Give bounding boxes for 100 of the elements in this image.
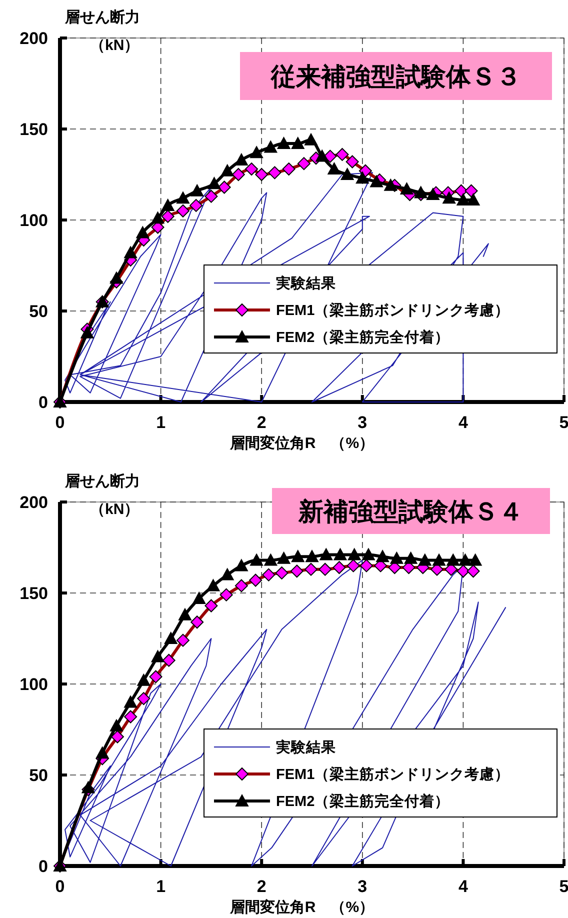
point bbox=[220, 588, 233, 602]
point bbox=[426, 188, 440, 200]
x-axis-title: 層間変位角R （%） bbox=[228, 898, 374, 916]
point bbox=[255, 168, 268, 181]
point bbox=[151, 212, 164, 224]
point bbox=[190, 184, 204, 196]
point bbox=[245, 162, 258, 176]
point bbox=[340, 168, 354, 180]
x-tick-label: 0 bbox=[55, 413, 65, 432]
point bbox=[176, 192, 190, 204]
y-tick-label: 200 bbox=[20, 28, 48, 48]
point bbox=[418, 554, 432, 566]
point bbox=[291, 137, 304, 150]
point bbox=[468, 554, 482, 566]
legend-label: 実験結果 bbox=[275, 738, 337, 756]
x-tick-label: 5 bbox=[559, 413, 568, 432]
x-tick-label: 5 bbox=[559, 877, 568, 896]
legend-label: FEM1（梁主筋ボンドリンク考慮） bbox=[276, 765, 510, 784]
point bbox=[414, 186, 428, 198]
point bbox=[161, 198, 174, 211]
chart-title: 新補強型試験体Ｓ４ bbox=[298, 498, 524, 526]
point bbox=[234, 579, 248, 592]
point bbox=[249, 574, 262, 587]
y-axis-title: 層せん断力（kN） bbox=[64, 9, 140, 54]
x-tick-label: 1 bbox=[156, 877, 166, 896]
point bbox=[220, 164, 234, 176]
point bbox=[262, 568, 276, 582]
legend-label: FEM1（梁主筋ボンドリンク考慮） bbox=[276, 301, 510, 320]
text: 従来補強型試験体Ｓ３ bbox=[270, 63, 521, 91]
point bbox=[400, 182, 414, 195]
point bbox=[220, 568, 234, 580]
point bbox=[454, 184, 468, 198]
point bbox=[360, 559, 373, 572]
point bbox=[208, 177, 221, 190]
point bbox=[346, 155, 359, 168]
point bbox=[384, 178, 398, 191]
point bbox=[218, 180, 231, 194]
point bbox=[376, 550, 390, 562]
y-axis-title: 層せん断力（kN） bbox=[64, 473, 140, 518]
point bbox=[318, 562, 332, 576]
point bbox=[275, 566, 288, 580]
point bbox=[137, 692, 150, 706]
point bbox=[334, 548, 347, 560]
point bbox=[404, 552, 418, 564]
point bbox=[328, 162, 341, 175]
y-tick-label: 150 bbox=[20, 120, 48, 139]
point bbox=[234, 153, 248, 166]
point bbox=[110, 272, 123, 284]
point bbox=[206, 579, 220, 592]
point bbox=[176, 634, 190, 647]
point bbox=[277, 137, 290, 150]
point bbox=[137, 674, 150, 686]
point bbox=[348, 548, 361, 560]
point bbox=[297, 157, 310, 170]
point bbox=[110, 730, 124, 744]
x-tick-label: 2 bbox=[256, 877, 266, 896]
point bbox=[149, 670, 162, 684]
y-tick-label: 100 bbox=[20, 210, 48, 230]
point bbox=[190, 616, 204, 629]
legend-label: FEM2（梁主筋完全付着） bbox=[276, 328, 450, 346]
point bbox=[304, 133, 318, 146]
point bbox=[232, 168, 245, 181]
point bbox=[332, 561, 346, 574]
point bbox=[264, 554, 278, 566]
point bbox=[362, 548, 375, 560]
point bbox=[264, 140, 278, 153]
x-tick-label: 4 bbox=[458, 877, 468, 896]
point bbox=[176, 204, 190, 218]
point bbox=[124, 696, 138, 708]
y-tick-label: 100 bbox=[20, 674, 48, 694]
point bbox=[124, 710, 138, 724]
point bbox=[234, 559, 248, 572]
y-tick-label: 150 bbox=[20, 584, 48, 603]
point bbox=[250, 146, 264, 158]
point bbox=[282, 162, 296, 176]
point bbox=[204, 599, 218, 612]
point bbox=[356, 172, 369, 184]
point bbox=[446, 554, 460, 566]
point bbox=[250, 554, 264, 566]
point bbox=[442, 192, 456, 204]
point bbox=[291, 550, 304, 562]
point bbox=[320, 548, 333, 560]
point bbox=[336, 148, 349, 161]
x-tick-label: 4 bbox=[458, 413, 468, 432]
point bbox=[96, 746, 109, 759]
point bbox=[316, 150, 329, 162]
point bbox=[464, 184, 478, 198]
point bbox=[162, 654, 176, 667]
point bbox=[346, 559, 360, 572]
point bbox=[151, 650, 164, 662]
x-tick-label: 3 bbox=[358, 413, 368, 432]
point bbox=[178, 608, 192, 620]
point bbox=[304, 562, 318, 576]
point bbox=[456, 564, 470, 578]
x-axis-title: 層間変位角R （%） bbox=[228, 434, 374, 452]
point bbox=[190, 198, 203, 212]
point bbox=[456, 193, 470, 206]
y-tick-label: 0 bbox=[38, 856, 48, 876]
point bbox=[390, 552, 404, 564]
point bbox=[268, 166, 282, 180]
